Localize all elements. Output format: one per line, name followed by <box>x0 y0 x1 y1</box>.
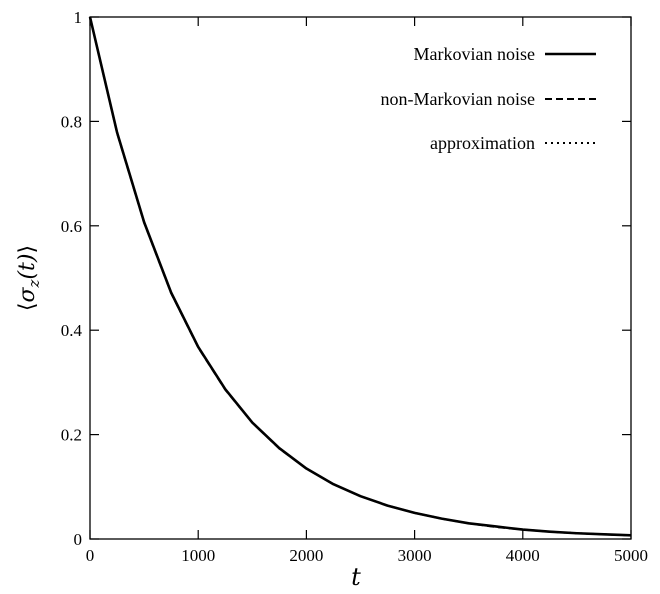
y-label-sigma: σ <box>15 286 40 302</box>
legend-label-3: approximation <box>430 133 535 153</box>
y-axis-ticks: 0 0.2 0.4 0.6 0.8 1 <box>61 8 631 549</box>
legend-label-2: non-Markovian noise <box>381 89 535 109</box>
x-tick-label: 4000 <box>506 546 540 565</box>
y-label-close: ⟩ <box>15 245 40 254</box>
y-tick-label: 0.4 <box>61 321 83 340</box>
y-tick-label: 1 <box>74 8 83 27</box>
y-label-open: ⟨ <box>15 302 40 311</box>
legend: Markovian noise non-Markovian noise approx… <box>381 44 596 153</box>
x-tick-label: 0 <box>86 546 95 565</box>
y-tick-label: 0.8 <box>61 112 82 131</box>
series-line-1 <box>88 16 632 537</box>
x-tick-label: 1000 <box>181 546 215 565</box>
legend-label-1: Markovian noise <box>414 44 535 64</box>
y-axis-label: ⟨σz(t)⟩ <box>15 245 43 311</box>
y-tick-label: 0.2 <box>61 426 82 445</box>
series-line-2 <box>89 16 632 537</box>
y-label-sub: z <box>25 279 43 288</box>
y-label-arg: (t) <box>15 254 40 280</box>
series-line-3 <box>89 16 632 537</box>
plot-frame <box>89 16 632 540</box>
x-tick-label: 5000 <box>614 546 648 565</box>
series-layer <box>88 16 632 537</box>
y-tick-label: 0.6 <box>61 217 82 236</box>
x-axis-ticks: 0 1000 2000 3000 4000 5000 <box>86 17 648 565</box>
x-tick-label: 3000 <box>398 546 432 565</box>
x-axis-label: t <box>351 563 361 591</box>
x-tick-label: 2000 <box>289 546 323 565</box>
y-tick-label: 0 <box>74 530 83 549</box>
